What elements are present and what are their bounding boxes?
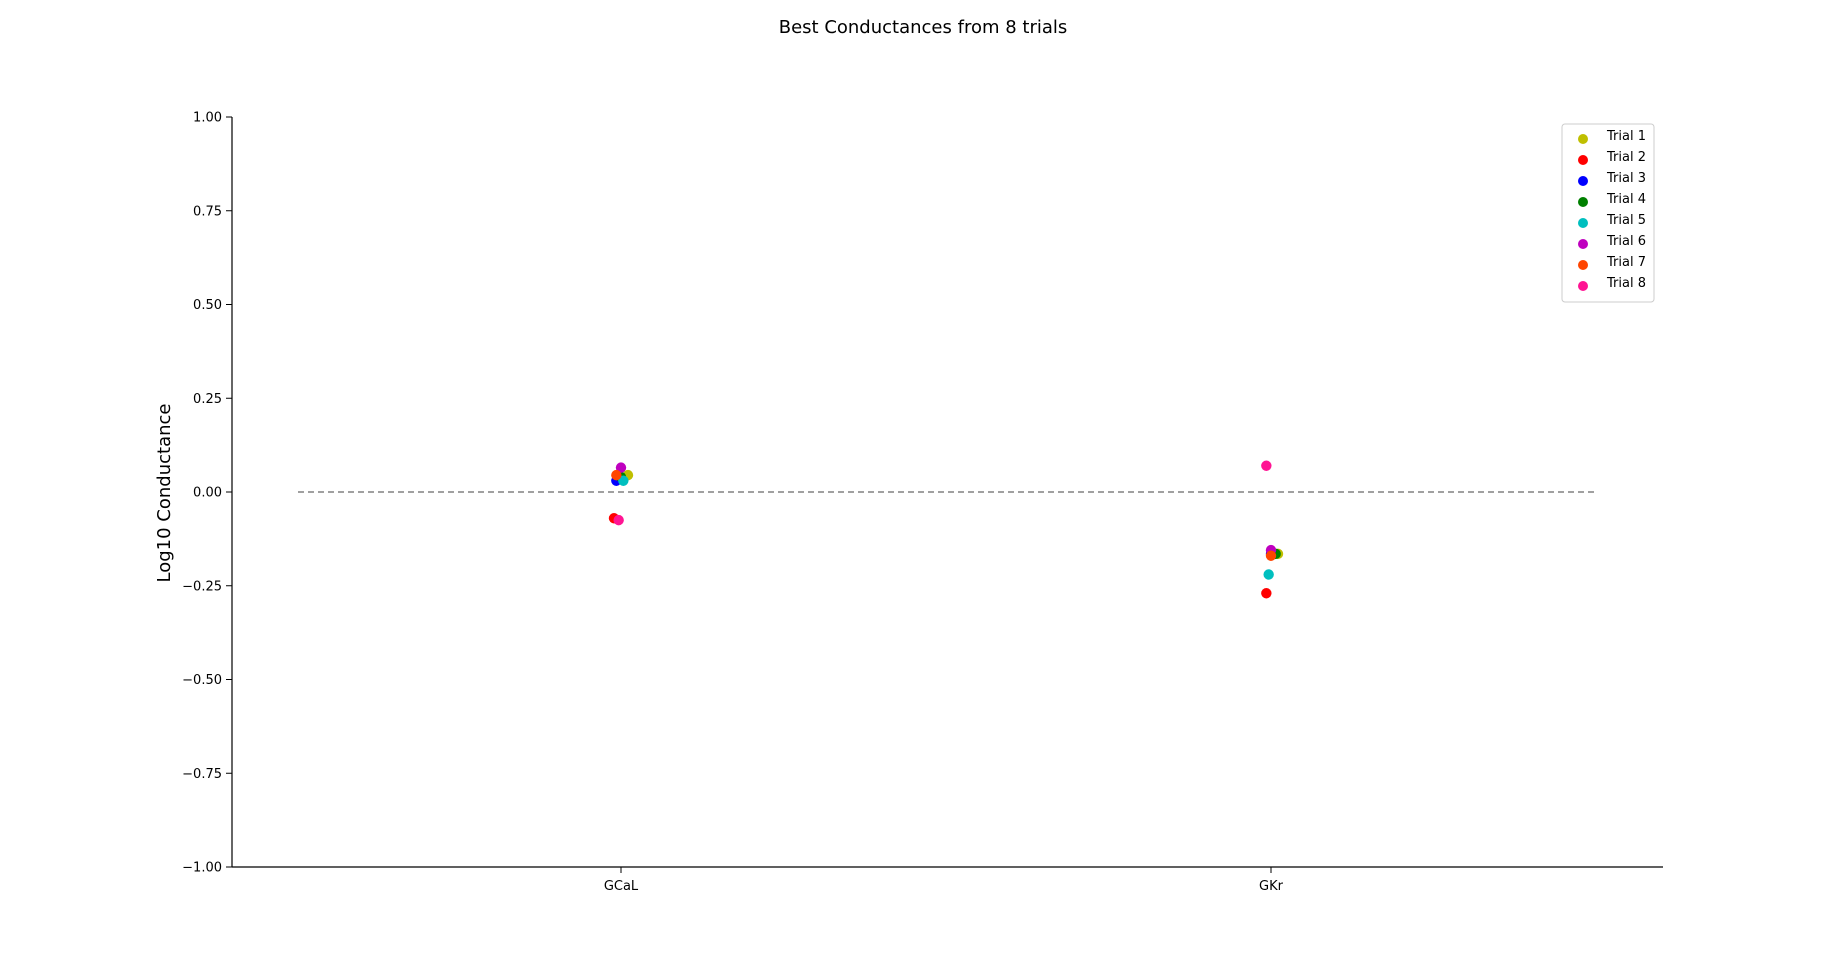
data-point-trial-5-gcal	[618, 475, 629, 486]
y-tick-label: −0.25	[182, 579, 222, 594]
data-point-trial-7-gcal	[611, 469, 622, 481]
legend-box	[1561, 123, 1655, 303]
y-tick-label: −0.75	[182, 767, 222, 782]
legend-marker	[1578, 218, 1588, 228]
axes: −1.00 −0.75 −0.50 −0.25 0.00 0.25 0.50 0.75 1.00…	[182, 111, 1663, 894]
legend-marker	[1578, 197, 1588, 207]
y-tick-label: 0.75	[193, 204, 222, 219]
y-axis-label: Log10 Conductance	[154, 404, 175, 583]
legend-label: Trial 7	[1606, 255, 1646, 270]
data-points	[608, 460, 1284, 599]
data-point-trial-5-gkr	[1263, 569, 1274, 580]
legend-marker	[1578, 176, 1588, 186]
x-tick-label: GCaL	[604, 879, 639, 894]
legend-label: Trial 2	[1606, 150, 1646, 165]
data-point-trial-7-gkr	[1265, 550, 1277, 561]
legend-marker	[1578, 260, 1588, 270]
legend-marker	[1578, 134, 1588, 144]
data-point-trial-2-gkr	[1261, 588, 1272, 599]
legend-label: Trial 6	[1606, 234, 1646, 249]
x-tick-label: GKr	[1259, 879, 1284, 894]
data-point-trial-6-gcal	[615, 462, 627, 473]
y-tick-label: 0.00	[193, 486, 222, 501]
y-tick-label: 0.25	[193, 392, 222, 407]
legend-marker	[1578, 155, 1588, 165]
y-tick-label: 0.50	[193, 298, 222, 313]
legend-label: Trial 1	[1606, 129, 1646, 144]
legend-label: Trial 3	[1606, 171, 1646, 186]
legend-marker	[1578, 239, 1588, 249]
legend-label: Trial 5	[1606, 213, 1646, 228]
data-point-trial-8-gcal	[613, 514, 624, 526]
data-point-trial-8-gkr	[1261, 460, 1272, 471]
y-tick-label: −0.50	[182, 673, 222, 688]
y-tick-label: −1.00	[182, 861, 222, 876]
y-tick-label: 1.00	[193, 111, 222, 126]
legend: Trial 1 Trial 2 Trial 3 Trial 4 Trial 5 Trial…	[1561, 123, 1655, 303]
legend-label: Trial 4	[1606, 192, 1646, 207]
legend-marker	[1578, 281, 1588, 291]
chart-title: Best Conductances from 8 trials	[779, 17, 1068, 38]
legend-label: Trial 8	[1606, 276, 1646, 291]
